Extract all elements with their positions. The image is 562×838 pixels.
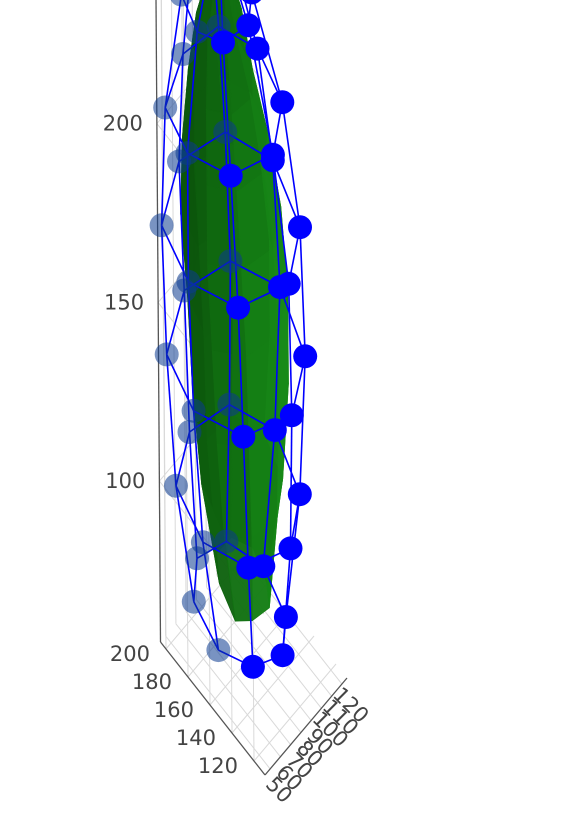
control-point (206, 638, 231, 663)
control-net-segment (215, 0, 220, 27)
x-gridline (185, 611, 291, 746)
control-net-segment (247, 567, 254, 667)
control-net-segment (224, 131, 232, 262)
control-net-segment (187, 281, 195, 411)
z-tick-label: 200 (103, 112, 143, 136)
control-point (175, 141, 200, 166)
control-net-segment (242, 436, 250, 568)
control-point (273, 605, 298, 629)
control-net-segment (225, 404, 231, 542)
x-gridline (171, 0, 177, 624)
control-net-segment (299, 227, 306, 357)
control-point (279, 403, 304, 428)
y-gridline (253, 663, 337, 762)
x-gridline (165, 635, 271, 770)
control-net-segment (186, 31, 198, 154)
control-net-segment (160, 225, 168, 355)
control-net-segment (175, 485, 195, 602)
control-net-segment (228, 261, 232, 405)
control-point (278, 536, 303, 561)
control-point (262, 418, 287, 443)
y-tick-label: 120 (198, 754, 238, 778)
y-gridline (231, 635, 315, 734)
z-axis-line (155, 0, 162, 643)
y-axis-line (159, 641, 266, 776)
control-net-segment (287, 283, 293, 416)
control-net-segment (289, 415, 293, 549)
control-point (181, 589, 206, 614)
control-point (214, 529, 239, 554)
control-point (190, 530, 215, 555)
control-point (164, 473, 188, 498)
control-net-segment (178, 53, 184, 162)
control-point (218, 249, 243, 274)
control-net-segment (178, 161, 185, 291)
x-axis-line (264, 677, 348, 776)
control-net-segment (165, 354, 177, 486)
control-point (218, 163, 243, 188)
control-net-segment (272, 159, 301, 228)
control-point (170, 0, 193, 7)
control-point (270, 90, 295, 115)
control-point (153, 95, 178, 120)
control-point (288, 215, 312, 240)
axis-layer (155, 0, 348, 776)
control-net-segment (272, 160, 281, 288)
control-point (287, 482, 312, 507)
z-tick-label: 100 (105, 469, 145, 493)
control-net-segment (281, 548, 292, 656)
control-point (181, 398, 206, 423)
tick-label-layer: 1001502002501201401601802005060708090100… (103, 112, 374, 808)
control-point (211, 30, 235, 55)
control-net-segment (272, 154, 290, 284)
control-net-segment (186, 153, 190, 282)
x-gridline (206, 587, 312, 721)
control-point (236, 13, 261, 38)
control-point (185, 19, 210, 44)
control-net-segment (299, 356, 306, 495)
y-tick-label: 160 (154, 698, 194, 722)
control-point (176, 269, 201, 294)
control-net-segment (262, 430, 276, 567)
control-net-segment (229, 175, 239, 308)
control-point (149, 213, 174, 238)
control-net-segment (237, 307, 245, 437)
control-point (154, 342, 179, 367)
control-point (245, 36, 270, 61)
control-point (276, 271, 301, 296)
y-tick-label: 180 (132, 670, 172, 694)
control-point (270, 643, 295, 668)
control-point (260, 142, 285, 167)
x-gridline (175, 623, 281, 758)
y-tick-label: 140 (176, 726, 216, 750)
control-point (217, 392, 242, 417)
control-point (240, 654, 265, 679)
control-point (177, 420, 202, 444)
control-net-segment (222, 42, 232, 176)
control-point (213, 120, 238, 144)
control-points-layer (149, 0, 318, 679)
control-point (242, 0, 261, 5)
z-tick-label: 150 (104, 290, 144, 314)
control-point (293, 344, 318, 369)
control-net-segment (279, 286, 306, 357)
control-point (226, 295, 251, 320)
y-tick-label: 200 (110, 642, 150, 666)
control-point (231, 424, 256, 449)
control-net-segment (160, 107, 166, 226)
control-point (251, 554, 276, 579)
control-point (171, 42, 195, 66)
control-net-segment (281, 102, 301, 228)
control-net-segment (196, 0, 204, 32)
control-net-segment (274, 286, 281, 431)
